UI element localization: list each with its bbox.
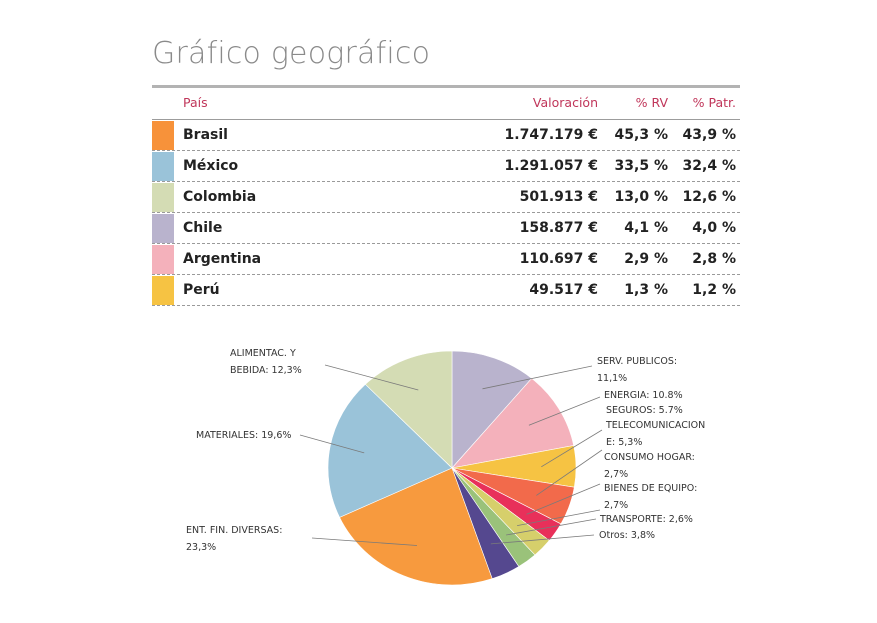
pie-slice-label-line: SEGUROS: 5.7% [606,405,683,416]
pie-slice-label-line: CONSUMO HOGAR: [604,452,695,463]
pie-slice-label: SEGUROS: 5.7% [606,405,683,416]
table-row: Chile 158.877 € 4,1 % 4,0 % [152,214,740,244]
pie-slice-label-line: MATERIALES: 19,6% [196,430,291,441]
pie-leader-line [299,434,365,454]
table-row: Colombia 501.913 € 13,0 % 12,6 % [152,183,740,213]
header-pais: País [183,95,208,110]
cell-valoracion: 158.877 € [519,220,598,236]
cell-valoracion: 110.697 € [519,251,598,267]
pie-slice-label-line: ALIMENTAC. Y [230,348,296,359]
pie-slice-label: MATERIALES: 19,6% [196,430,291,441]
pie-slice [339,467,493,586]
pie-slice-label-line: Otros: 3,8% [599,530,655,541]
pie-slice [327,383,453,518]
row-color-swatch [152,245,174,274]
row-color-swatch [152,214,174,243]
pie-slice-label-line: 2,7% [604,500,628,511]
pie-slices [327,350,577,586]
pie-slice-label-line: 11,1% [597,373,627,384]
pie-slice [451,377,575,469]
pie-slice-label-line: 23,3% [186,542,216,553]
cell-patr: 12,6 % [682,189,736,205]
header-patr: % Patr. [692,95,736,110]
cell-pais: Argentina [183,251,262,267]
cell-pais: Chile [183,220,223,236]
table-row: México 1.291.057 € 33,5 % 32,4 % [152,152,740,182]
table-header: País Valoración % RV % Patr. [152,89,740,120]
cell-patr: 43,9 % [682,127,736,143]
pie-leader-line [526,483,601,515]
pie-leader-line [541,429,603,468]
pie-slice-label: ENERGIA: 10.8% [604,390,683,401]
pie-slice-label-line: BEBIDA: 12,3% [230,365,302,376]
cell-rv: 4,1 % [624,220,668,236]
pie-slice-label-line: ENERGIA: 10.8% [604,390,683,401]
pie-slice-label-line: SERV. PUBLICOS: [597,356,677,367]
cell-patr: 4,0 % [692,220,736,236]
cell-valoracion: 1.291.057 € [504,158,598,174]
pie-slice-label: ENT. FIN. DIVERSAS: 23,3% [186,525,282,553]
header-valoracion: Valoración [532,95,598,110]
cell-patr: 2,8 % [692,251,736,267]
pie-slice [451,350,533,469]
pie-slice-label: Otros: 3,8% [599,530,655,541]
pie-leader-line [517,509,601,526]
cell-pais: Perú [183,282,220,298]
pie-slice-label: TELECOMUNICACION E: 5,3% [605,420,705,448]
pie-leader-line [528,396,601,426]
pie-slice-label: CONSUMO HOGAR: 2,7% [604,452,695,480]
cell-rv: 45,3 % [614,127,668,143]
cell-valoracion: 49.517 € [529,282,598,298]
pie-slice [364,350,453,469]
header-rv: % RV [635,95,668,110]
cell-valoracion: 1.747.179 € [504,127,598,143]
pie-slice-label: BIENES DE EQUIPO: 2,7% [604,483,697,511]
table-row: Perú 49.517 € 1,3 % 1,2 % [152,276,740,306]
pie-slice-label-line: BIENES DE EQUIPO: [604,483,697,494]
table-row: Brasil 1.747.179 € 45,3 % 43,9 % [152,121,740,151]
pie-slice-label: SERV. PUBLICOS: 11,1% [597,356,677,384]
cell-pais: Colombia [183,189,257,205]
cell-pais: Brasil [183,127,228,143]
row-color-swatch [152,276,174,305]
pie-leader-line [536,449,603,496]
row-color-swatch [152,152,174,181]
cell-patr: 32,4 % [682,158,736,174]
country-table: País Valoración % RV % Patr. Brasil 1.74… [152,89,740,306]
pie-leader-line [482,365,593,390]
cell-rv: 13,0 % [614,189,668,205]
cell-patr: 1,2 % [692,282,736,298]
pie-slice-label-line: TRANSPORTE: 2,6% [599,514,693,525]
pie-slice-label: ALIMENTAC. Y BEBIDA: 12,3% [230,348,302,376]
cell-rv: 33,5 % [614,158,668,174]
page-title: Gráfico geográfico [152,36,431,71]
cell-rv: 1,3 % [624,282,668,298]
pie-slice-label-line: ENT. FIN. DIVERSAS: [186,525,282,536]
cell-pais: México [183,158,239,174]
pie-leader-lines [299,364,603,546]
cell-valoracion: 501.913 € [519,189,598,205]
pie-slice-label-line: 2,7% [604,469,628,480]
cell-rv: 2,9 % [624,251,668,267]
row-color-swatch [152,121,174,150]
pie-labels: SERV. PUBLICOS: 11,1% ENERGIA: 10.8% SEGURO… [186,348,705,553]
pie-leader-line [506,518,597,536]
pie-leader-line [324,364,419,391]
table-row: Argentina 110.697 € 2,9 % 2,8 % [152,245,740,275]
row-color-swatch [152,183,174,212]
pie-slice-label: TRANSPORTE: 2,6% [599,514,693,525]
pie-leader-line [490,534,595,545]
pie-slice-label-line: TELECOMUNICACION [605,420,705,431]
pie-slice-label-line: E: 5,3% [606,437,642,448]
table-top-rule [152,85,740,88]
pie-leader-line [311,537,418,546]
